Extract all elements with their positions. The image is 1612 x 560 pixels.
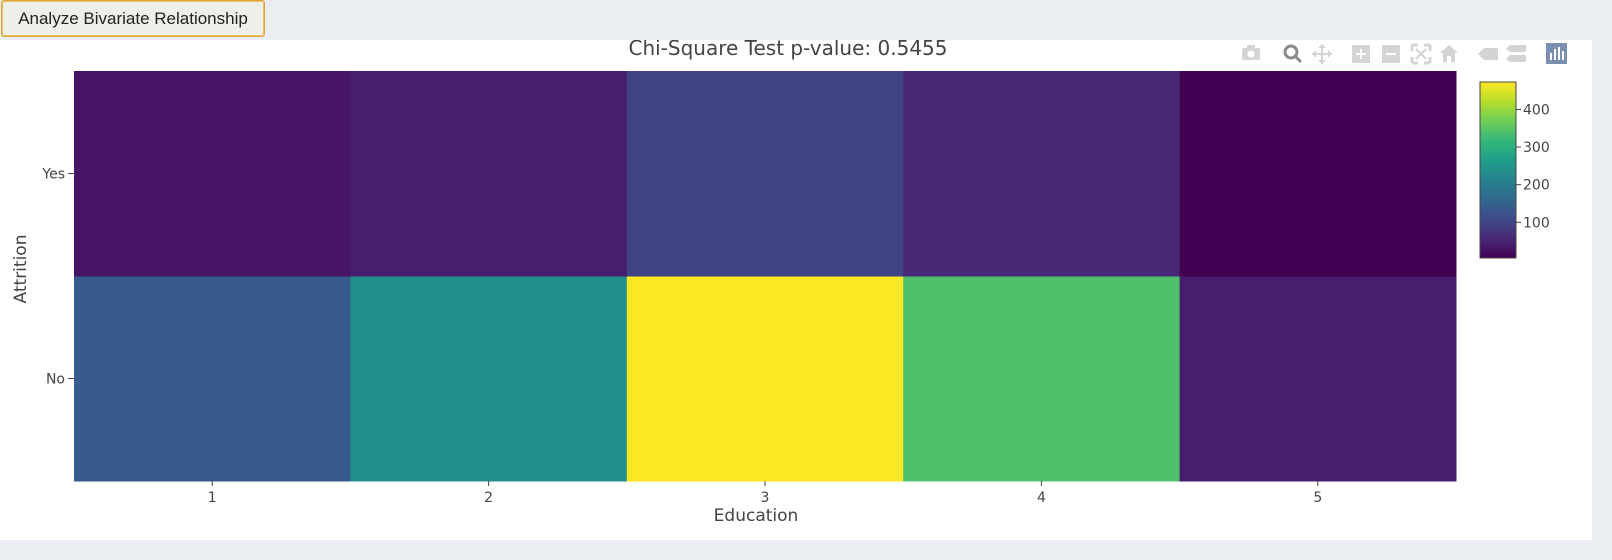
heatmap-cell — [1179, 276, 1457, 482]
x-axis-title: Education — [714, 506, 799, 526]
analyze-bivariate-button[interactable]: Analyze Bivariate Relationship — [1, 0, 265, 37]
zoom-icon[interactable] — [1283, 44, 1303, 64]
autoscale-icon[interactable] — [1410, 43, 1432, 65]
heatmap-chart: Chi-Square Test p-value: 0.5455 1 2 3 4 5 No… — [11, 40, 1567, 526]
spike-lines-icon[interactable] — [1478, 48, 1498, 60]
plotly-logo-icon[interactable] — [1546, 43, 1567, 64]
y-tick-label: No — [46, 372, 65, 388]
x-tick-label: 5 — [1313, 490, 1322, 506]
y-axis: No Yes — [41, 167, 74, 388]
heatmap-cell — [626, 276, 904, 482]
heatmap-cells — [74, 71, 1457, 482]
x-tick-label: 2 — [484, 490, 493, 506]
y-tick-label: Yes — [41, 167, 65, 183]
colorbar-tick-label: 400 — [1523, 102, 1550, 118]
heatmap-cell — [350, 71, 628, 277]
heatmap-cell — [903, 276, 1181, 482]
zoom-in-icon[interactable] — [1352, 45, 1370, 63]
modebar — [1242, 43, 1567, 65]
x-tick-label: 1 — [208, 490, 217, 506]
camera-icon[interactable] — [1242, 45, 1260, 60]
reset-axes-icon[interactable] — [1440, 45, 1458, 62]
chart-title: Chi-Square Test p-value: 0.5455 — [628, 40, 947, 60]
zoom-out-icon[interactable] — [1382, 45, 1400, 63]
heatmap-cell — [903, 71, 1181, 277]
plot-panel: Chi-Square Test p-value: 0.5455 1 2 3 4 5 No… — [0, 40, 1592, 540]
colorbar-tick-label: 100 — [1523, 215, 1550, 231]
colorbar-tick-label: 300 — [1523, 140, 1550, 156]
heatmap-cell — [1179, 71, 1457, 277]
hover-compare-icon[interactable] — [1506, 45, 1526, 62]
x-axis: 1 2 3 4 5 — [208, 481, 1322, 506]
heatmap-cell — [626, 71, 904, 277]
y-axis-title: Attrition — [11, 235, 31, 304]
heatmap-cell — [350, 276, 628, 482]
colorbar: 100 200 300 400 — [1479, 81, 1550, 259]
x-tick-label: 3 — [761, 490, 770, 506]
colorbar-tick-label: 200 — [1523, 178, 1550, 194]
pan-icon[interactable] — [1312, 44, 1332, 64]
colorbar-gradient — [1479, 81, 1517, 259]
heatmap-cell — [74, 71, 351, 277]
heatmap-cell — [74, 276, 351, 482]
x-tick-label: 4 — [1037, 490, 1046, 506]
